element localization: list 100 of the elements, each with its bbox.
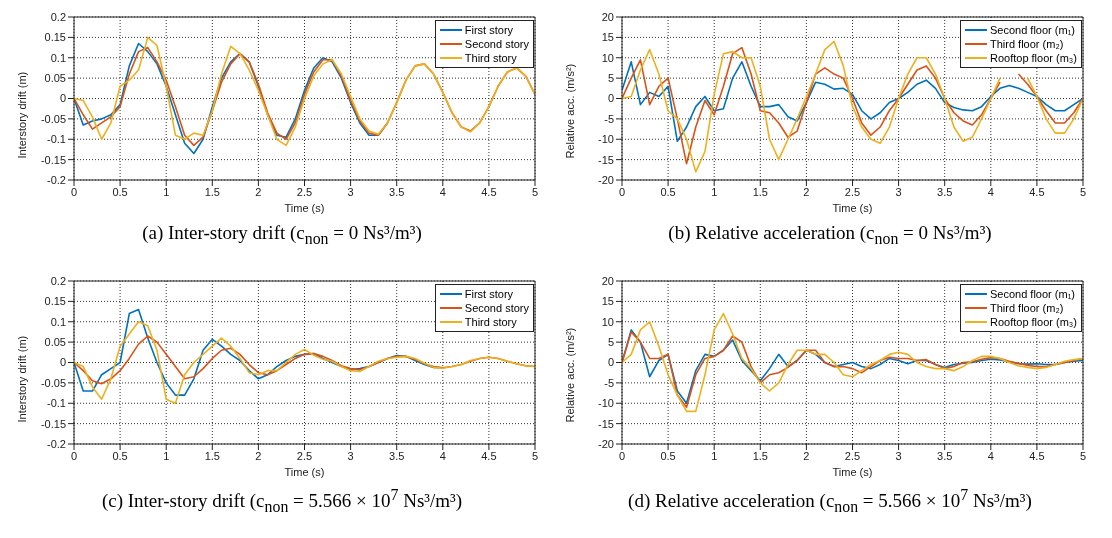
x-tick-label: 2 bbox=[803, 449, 810, 462]
x-tick-label: 0 bbox=[618, 185, 626, 198]
x-tick-label: 4 bbox=[987, 185, 994, 198]
y-axis-title: Interstory drift (m) bbox=[15, 335, 28, 423]
y-tick-label: -5 bbox=[604, 112, 614, 125]
x-tick-label: 4.5 bbox=[1029, 449, 1045, 462]
x-tick-label: 0.5 bbox=[112, 185, 128, 198]
x-tick-label: 5 bbox=[1079, 185, 1087, 198]
legend-label: Second story bbox=[464, 37, 529, 51]
y-tick-label: 0.1 bbox=[50, 315, 66, 328]
y-tick-label: -5 bbox=[604, 376, 614, 389]
x-tick-label: 2.5 bbox=[296, 449, 313, 462]
y-tick-label: 0.1 bbox=[50, 51, 66, 64]
y-tick-label: -0.2 bbox=[47, 437, 66, 450]
x-tick-label: 1.5 bbox=[204, 185, 220, 198]
x-tick-label: 0.5 bbox=[112, 449, 128, 462]
x-tick-label: 0 bbox=[618, 449, 626, 462]
y-tick-label: 20 bbox=[601, 10, 614, 23]
x-tick-label: 3 bbox=[895, 449, 902, 462]
y-tick-label: 0.15 bbox=[44, 295, 66, 308]
y-tick-label: -0.05 bbox=[40, 112, 66, 125]
y-tick-label: -10 bbox=[598, 133, 614, 146]
y-tick-label: -20 bbox=[598, 173, 614, 186]
x-tick-label: 4.5 bbox=[481, 185, 497, 198]
x-axis-title: Time (s) bbox=[284, 466, 325, 478]
legend-label: Third story bbox=[464, 51, 517, 65]
x-tick-label: 0 bbox=[70, 449, 78, 462]
x-tick-label: 4 bbox=[987, 449, 994, 462]
x-tick-label: 1.5 bbox=[752, 449, 768, 462]
y-axis-title: Interstory drift (m) bbox=[15, 71, 28, 159]
x-tick-label: 3.5 bbox=[937, 185, 953, 198]
x-tick-label: 2 bbox=[255, 185, 262, 198]
x-tick-label: 3 bbox=[895, 185, 902, 198]
legend-label: Third floor (m₂) bbox=[989, 301, 1064, 315]
text: (a) Inter-story drift (c$_{non}$ = 0 Ns³/m³) bbox=[141, 222, 423, 248]
x-tick-label: 1 bbox=[711, 449, 718, 462]
legend-label: Third floor (m₂) bbox=[989, 37, 1064, 51]
x-tick-label: 0.5 bbox=[660, 449, 676, 462]
y-tick-label: 0.2 bbox=[50, 274, 66, 287]
y-tick-label: 0 bbox=[607, 92, 614, 105]
y-tick-label: 0.2 bbox=[50, 10, 66, 23]
x-tick-label: 1.5 bbox=[752, 185, 768, 198]
legend-label: Rooftop floor (m₃) bbox=[989, 51, 1077, 65]
x-axis-title: Time (s) bbox=[284, 202, 325, 214]
legend-label: First story bbox=[464, 287, 514, 301]
x-tick-label: 2.5 bbox=[844, 449, 861, 462]
x-tick-label: 2.5 bbox=[844, 185, 861, 198]
x-tick-label: 4.5 bbox=[481, 449, 497, 462]
x-tick-label: 3.5 bbox=[389, 449, 405, 462]
y-tick-label: 10 bbox=[601, 315, 614, 328]
y-tick-label: -0.15 bbox=[40, 153, 66, 166]
x-tick-label: 1.5 bbox=[204, 449, 220, 462]
x-axis-title: Time (s) bbox=[832, 202, 873, 214]
y-tick-label: -15 bbox=[598, 153, 614, 166]
y-tick-label: -0.1 bbox=[47, 133, 66, 146]
x-tick-label: 5 bbox=[531, 185, 539, 198]
x-tick-label: 5 bbox=[531, 449, 539, 462]
x-tick-label: 1 bbox=[163, 449, 170, 462]
x-tick-label: 4 bbox=[439, 449, 446, 462]
x-tick-label: 2.5 bbox=[296, 185, 313, 198]
legend-label: Second floor (m₁) bbox=[989, 287, 1076, 301]
y-tick-label: 20 bbox=[601, 274, 614, 287]
y-tick-label: 10 bbox=[601, 51, 614, 64]
text: (c) Inter-story drift (c$_{non}$ = 5.566 × 10$^{7}$ Ns³/m³) bbox=[100, 486, 464, 517]
y-tick-label: 15 bbox=[601, 31, 614, 44]
line-series bbox=[622, 312, 1083, 413]
y-tick-label: 0.15 bbox=[44, 31, 66, 44]
x-axis-title: Time (s) bbox=[832, 466, 873, 478]
x-tick-label: 3.5 bbox=[389, 185, 405, 198]
x-tick-label: 0 bbox=[70, 185, 78, 198]
y-tick-label: -0.2 bbox=[47, 173, 66, 186]
x-tick-label: 3.5 bbox=[937, 449, 953, 462]
x-tick-label: 5 bbox=[1079, 449, 1087, 462]
x-tick-label: 3 bbox=[347, 449, 354, 462]
text: (d) Relative acceleration (c$_{non}$ = 5.566 × 10$^{7}$ Ns³/m³) bbox=[627, 486, 1033, 517]
x-tick-label: 2 bbox=[803, 185, 810, 198]
y-tick-label: -0.1 bbox=[47, 397, 66, 410]
y-tick-label: -10 bbox=[598, 397, 614, 410]
x-tick-label: 1 bbox=[163, 185, 170, 198]
x-tick-label: 4 bbox=[439, 185, 446, 198]
legend-label: First story bbox=[464, 23, 514, 37]
line-series bbox=[74, 320, 535, 405]
legend-label: Rooftop floor (m₃) bbox=[989, 315, 1077, 329]
y-tick-label: 5 bbox=[607, 72, 614, 85]
y-tick-label: 0 bbox=[59, 356, 66, 369]
y-tick-label: 0 bbox=[607, 356, 614, 369]
legend-label: Second floor (m₁) bbox=[989, 23, 1076, 37]
y-tick-label: 0 bbox=[59, 92, 66, 105]
legend-label: Second story bbox=[464, 301, 529, 315]
y-tick-label: 15 bbox=[601, 295, 614, 308]
y-tick-label: 0.05 bbox=[44, 336, 66, 349]
y-tick-label: -20 bbox=[598, 437, 614, 450]
y-axis-title: Relative acc. (m/s²) bbox=[563, 63, 576, 159]
y-tick-label: 5 bbox=[607, 336, 614, 349]
y-axis-title: Relative acc. (m/s²) bbox=[563, 327, 576, 423]
y-tick-label: -0.05 bbox=[40, 376, 66, 389]
x-tick-label: 0.5 bbox=[660, 185, 676, 198]
y-tick-label: -0.15 bbox=[40, 417, 66, 430]
x-tick-label: 1 bbox=[711, 185, 718, 198]
y-tick-label: -15 bbox=[598, 417, 614, 430]
